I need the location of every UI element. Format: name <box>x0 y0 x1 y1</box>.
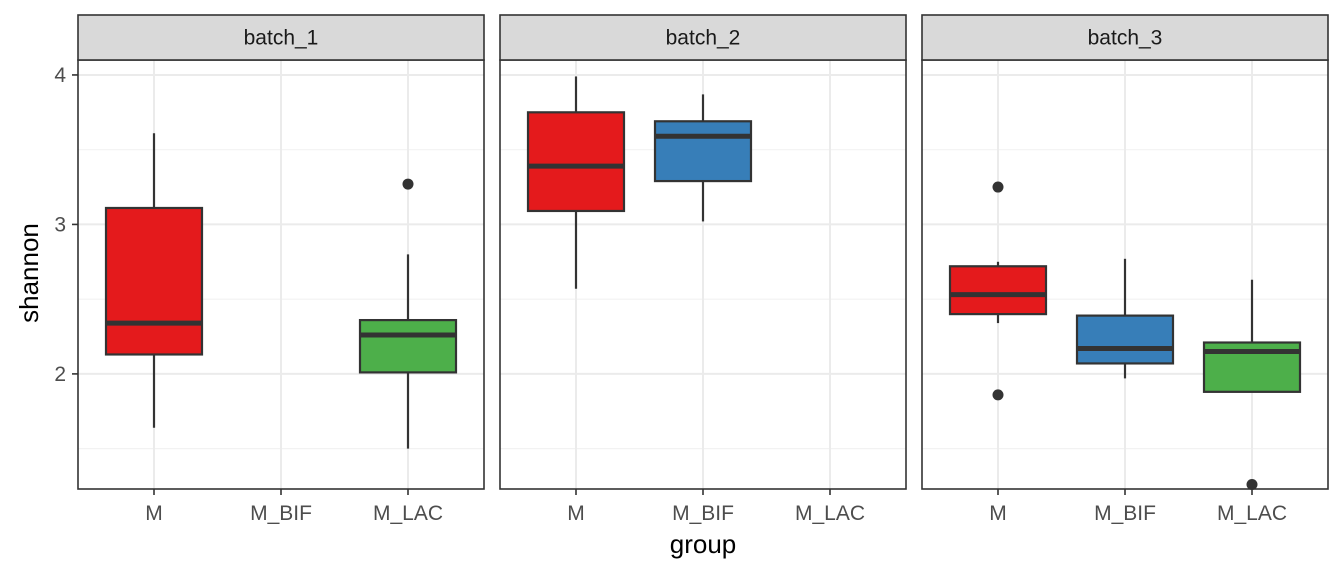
outlier-point <box>992 181 1004 193</box>
box-iqr <box>653 120 753 183</box>
x-tick-label: M_BIF <box>250 502 312 525</box>
strip-background <box>499 14 907 61</box>
box-iqr <box>948 265 1048 316</box>
x-tick-label: M_BIF <box>1094 502 1156 525</box>
y-tick-label: 2 <box>54 363 66 386</box>
x-tick-label: M <box>145 502 163 525</box>
box-M_LAC <box>1202 279 1302 491</box>
outlier-point <box>402 178 414 190</box>
box-iqr <box>104 206 204 356</box>
box-iqr <box>358 318 458 374</box>
box-M_BIF <box>653 94 753 222</box>
x-tick-label: M_LAC <box>373 502 443 525</box>
box-M_BIF <box>1075 258 1175 379</box>
outlier-point <box>992 389 1004 401</box>
y-axis: 2 3 4 <box>54 64 78 386</box>
box-iqr <box>1075 314 1175 365</box>
strip-background <box>921 14 1329 61</box>
y-tick-label: 4 <box>54 64 66 87</box>
panel-batch_3: batch_3 M M_BIF M_LAC <box>921 14 1329 525</box>
box-iqr <box>526 111 626 213</box>
panel-batch_2: batch_2 M M_BIF M_LAC <box>499 14 907 525</box>
x-tick-label: M <box>567 502 585 525</box>
x-axis-title: group <box>670 529 737 559</box>
strip-label: batch_2 <box>666 27 741 50</box>
strip-background <box>77 14 485 61</box>
box-M <box>526 76 626 289</box>
y-tick-label: 3 <box>54 213 66 236</box>
strip-label: batch_1 <box>244 27 319 50</box>
box-M_LAC <box>358 178 458 449</box>
box-M <box>104 133 204 428</box>
x-tick-label: M_LAC <box>1217 502 1287 525</box>
strip-label: batch_3 <box>1088 27 1163 50</box>
panel-batch_1: batch_1 M M_BIF M_LAC <box>77 14 485 525</box>
y-axis-title: shannon <box>14 223 44 323</box>
box-M <box>948 181 1048 401</box>
outlier-point <box>1246 479 1258 491</box>
x-tick-label: M_LAC <box>795 502 865 525</box>
x-tick-label: M <box>989 502 1007 525</box>
x-tick-label: M_BIF <box>672 502 734 525</box>
